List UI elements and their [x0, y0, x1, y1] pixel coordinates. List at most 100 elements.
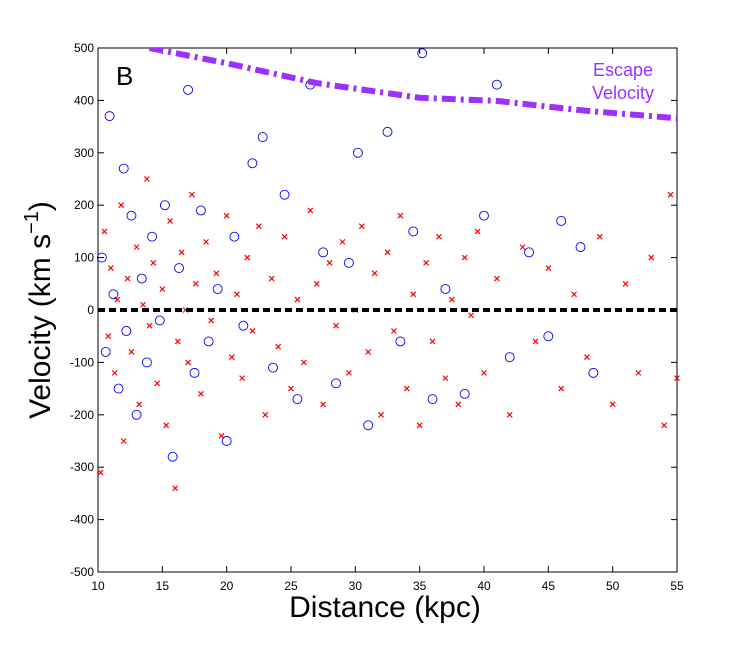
- x-marker: [532, 338, 539, 345]
- circle-marker: [136, 273, 147, 284]
- circle-marker: [504, 352, 515, 363]
- circle-marker: [479, 210, 489, 221]
- x-marker: [120, 438, 127, 444]
- circle-marker: [524, 247, 534, 258]
- x-marker: [239, 375, 246, 382]
- x-marker: [275, 343, 282, 350]
- x-axis-label: Distance (kpc): [289, 591, 481, 624]
- x-marker: [320, 401, 327, 408]
- x-marker: [429, 338, 436, 345]
- x-tick-label: 10: [91, 579, 105, 593]
- x-marker: [609, 401, 616, 408]
- x-marker: [128, 348, 135, 355]
- x-marker: [519, 244, 526, 251]
- circle-marker: [543, 331, 554, 342]
- x-tick-label: 15: [156, 579, 170, 593]
- x-tick-label: 25: [284, 579, 298, 593]
- x-tick-label: 55: [670, 579, 684, 593]
- y-tick-label: -500: [70, 565, 94, 579]
- x-marker: [262, 411, 269, 418]
- y-axis-label: Velocity (km s−1): [21, 201, 57, 419]
- circle-marker: [352, 147, 363, 158]
- x-marker: [468, 312, 475, 319]
- circle-marker: [174, 263, 185, 274]
- circle-marker: [363, 420, 374, 431]
- circle-marker: [118, 163, 129, 174]
- x-marker: [213, 270, 220, 277]
- x-marker: [218, 432, 225, 439]
- circle-marker: [183, 84, 194, 95]
- x-marker: [461, 254, 468, 261]
- y-tick-label: 100: [74, 251, 94, 265]
- circle-marker: [417, 48, 428, 59]
- circle-marker: [167, 451, 178, 462]
- circle-marker: [126, 210, 137, 221]
- x-marker: [584, 354, 590, 361]
- x-marker: [571, 291, 577, 298]
- x-marker: [506, 411, 513, 418]
- x-marker: [154, 380, 161, 387]
- x-marker: [384, 249, 391, 256]
- x-marker: [178, 249, 185, 256]
- x-tick-label: 20: [220, 579, 234, 593]
- circle-marker: [588, 367, 599, 378]
- x-tick-label: 45: [542, 579, 556, 593]
- x-marker: [596, 233, 603, 240]
- x-marker: [622, 280, 629, 287]
- x-marker: [198, 390, 204, 397]
- x-marker: [143, 176, 150, 182]
- circle-marker: [257, 132, 268, 143]
- x-marker: [234, 291, 240, 298]
- x-marker: [174, 338, 181, 345]
- x-marker: [339, 238, 346, 245]
- circle-marker: [100, 346, 111, 357]
- line: [148, 48, 677, 122]
- y-tick-label: 0: [87, 303, 94, 317]
- x-marker: [423, 259, 430, 266]
- x-marker: [667, 191, 674, 198]
- x-marker: [558, 385, 565, 392]
- x-marker: [416, 422, 423, 429]
- x-marker: [124, 275, 131, 282]
- circle-marker: [229, 231, 240, 242]
- x-marker: [249, 328, 256, 334]
- x-marker: [410, 291, 417, 298]
- x-marker: [448, 296, 455, 303]
- circle-marker: [238, 320, 249, 331]
- y-tick-label: 200: [74, 198, 94, 212]
- x-marker: [403, 385, 410, 392]
- x-marker: [268, 275, 275, 282]
- circle-marker: [343, 257, 354, 268]
- circle-marker: [268, 362, 278, 373]
- x-tick-label: 50: [606, 579, 620, 593]
- circle-marker: [141, 357, 152, 368]
- circle-marker: [113, 383, 124, 394]
- circle-marker: [440, 284, 451, 294]
- circle-marker: [189, 367, 200, 378]
- x-marker: [159, 286, 166, 292]
- circle-marker: [575, 242, 586, 253]
- x-marker: [101, 228, 108, 235]
- x-marker: [255, 223, 262, 230]
- x-marker: [107, 265, 114, 272]
- x-marker: [648, 254, 655, 261]
- circle-marker: [427, 394, 438, 405]
- x-marker: [163, 422, 170, 429]
- x-marker: [397, 212, 404, 219]
- x-marker: [189, 191, 195, 198]
- circle-marker: [408, 226, 419, 237]
- circle-marker: [459, 388, 470, 399]
- circle-marker: [154, 315, 165, 326]
- x-marker: [378, 411, 384, 418]
- x-marker: [371, 270, 378, 277]
- x-marker: [223, 212, 230, 219]
- x-marker: [333, 322, 339, 329]
- y-tick-label: 400: [74, 93, 94, 107]
- curve-label: Velocity: [592, 83, 654, 103]
- x-marker: [228, 354, 235, 361]
- x-marker: [244, 254, 251, 261]
- x-marker: [358, 223, 365, 230]
- x-marker: [365, 348, 372, 355]
- circle-marker: [195, 205, 206, 216]
